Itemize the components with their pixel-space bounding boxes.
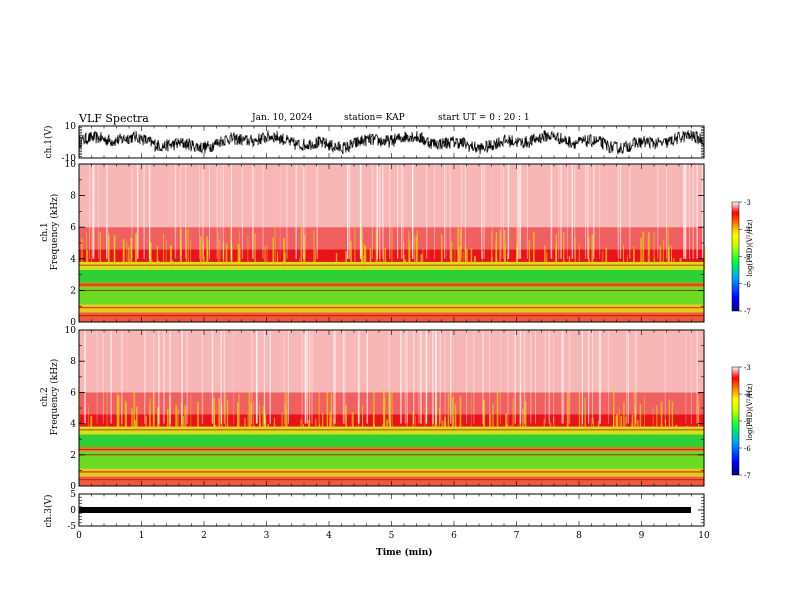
ch1-waveform-line xyxy=(78,130,705,155)
ytick-label-p0-0: 10 xyxy=(65,122,77,132)
ch1-spectrogram-ylabel: ch.1 Frequency (kHz) xyxy=(40,192,60,272)
ytick-label-p1-2: 4 xyxy=(70,255,76,265)
colorbar1-tick-3: -6 xyxy=(744,281,751,289)
station-label: station= KAP xyxy=(344,113,405,123)
xtick-label-7: 7 xyxy=(514,531,520,541)
ytick-label-p3-0: 5 xyxy=(70,490,76,500)
xtick-label-4: 4 xyxy=(326,531,332,541)
colorbar1-tick-4: -7 xyxy=(744,308,751,316)
figure-title: VLF Spectra xyxy=(79,112,149,125)
colorbar1-tick-2: -5 xyxy=(744,254,751,262)
ch3-waveform-ylabel: ch.3(V) xyxy=(44,494,54,528)
ytick-label-p2-4: 8 xyxy=(70,357,76,367)
ytick-label-p2-5: 10 xyxy=(65,326,77,336)
ch1-waveform-ylabel: ch.1(V) xyxy=(44,125,54,159)
xtick-label-1: 1 xyxy=(139,531,145,541)
ytick-label-p3-2: -5 xyxy=(67,522,76,532)
ch3-waveform-band xyxy=(79,507,691,513)
xtick-label-8: 8 xyxy=(576,531,582,541)
xtick-label-9: 9 xyxy=(639,531,645,541)
ytick-label-p1-3: 6 xyxy=(70,223,76,233)
ch1-spectrogram xyxy=(79,164,706,322)
colorbar1-tick-1: -4 xyxy=(744,226,751,234)
ytick-label-p1-1: 2 xyxy=(70,286,76,296)
xtick-label-0: 0 xyxy=(76,531,82,541)
colorbar2-tick-0: -3 xyxy=(744,364,751,372)
ch2-spectrogram-ylabel-line2: Frequency (kHz) xyxy=(50,358,60,436)
ytick-label-p3-1: 0 xyxy=(70,506,76,516)
xtick-label-6: 6 xyxy=(451,531,457,541)
xtick-label-2: 2 xyxy=(201,531,207,541)
ytick-label-p1-4: 8 xyxy=(70,192,76,202)
colorbar1-label: log(PSD)(V²/Hz) xyxy=(746,219,754,277)
start-time-label: start UT = 0 : 20 : 1 xyxy=(438,113,530,123)
colorbar1-tick-0: -3 xyxy=(744,199,751,207)
ch2-spectrogram-ylabel: ch.2 Frequency (kHz) xyxy=(40,357,60,437)
date-label: Jan. 10, 2024 xyxy=(252,113,313,123)
ytick-label-p2-3: 6 xyxy=(70,388,76,398)
colorbar2-tick-1: -4 xyxy=(744,391,751,399)
ytick-label-p1-5: 10 xyxy=(65,160,77,170)
ch2-spectrogram xyxy=(79,330,704,486)
ytick-label-p1-0: 0 xyxy=(70,318,76,328)
colorbar-2 xyxy=(731,366,740,476)
ytick-label-p2-2: 4 xyxy=(70,420,76,430)
xtick-label-5: 5 xyxy=(389,531,395,541)
ch2-spectrogram-ylabel-line1: ch.2 xyxy=(40,387,50,407)
x-axis-label: Time (min) xyxy=(376,548,433,558)
colorbar2-tick-4: -7 xyxy=(744,472,751,480)
xtick-label-10: 10 xyxy=(698,531,710,541)
colorbar2-tick-2: -5 xyxy=(744,418,751,426)
ytick-label-p2-1: 2 xyxy=(70,451,76,461)
xtick-label-3: 3 xyxy=(264,531,270,541)
ytick-label-p0-1: -10 xyxy=(62,154,77,164)
ch1-spectrogram-ylabel-line2: Frequency (kHz) xyxy=(50,193,60,271)
ytick-label-p2-0: 0 xyxy=(70,482,76,492)
ch1-spectrogram-ylabel-line1: ch.1 xyxy=(40,222,50,242)
colorbar2-tick-3: -6 xyxy=(744,445,751,453)
colorbar-1 xyxy=(731,201,740,312)
colorbar2-label: log(PSD)(V²/Hz) xyxy=(746,383,754,441)
